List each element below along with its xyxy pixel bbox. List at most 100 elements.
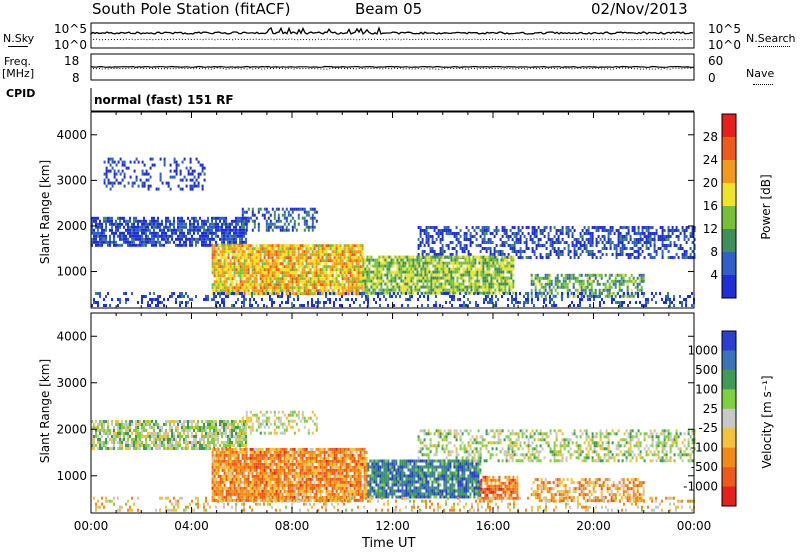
heatmap-cell (631, 274, 633, 277)
heatmap-cell (234, 277, 236, 280)
heatmap-cell (416, 265, 418, 268)
heatmap-cell (219, 220, 221, 223)
heatmap-cell (591, 280, 593, 283)
heatmap-cell (133, 229, 135, 232)
heatmap-cell (577, 304, 579, 307)
heatmap-cell (569, 277, 571, 280)
heatmap-cell (212, 268, 214, 271)
heatmap-cell (662, 256, 664, 259)
heatmap-cell (193, 229, 195, 232)
heatmap-cell (145, 420, 147, 423)
heatmap-cell (163, 432, 165, 435)
heatmap-cell (344, 274, 346, 277)
heatmap-cell (227, 235, 229, 238)
heatmap-cell (486, 232, 488, 235)
heatmap-cell (97, 232, 99, 235)
heatmap-cell (111, 423, 113, 426)
heatmap-cell (314, 262, 316, 265)
heatmap-cell (579, 292, 581, 295)
heatmap-cell (191, 435, 193, 438)
heatmap-cell (264, 259, 266, 262)
heatmap-cell (104, 179, 106, 182)
heatmap-cell (278, 286, 280, 289)
heatmap-cell (145, 223, 147, 226)
heatmap-cell (627, 289, 629, 292)
heatmap-cell (494, 253, 496, 256)
heatmap-cell (426, 253, 428, 256)
heatmap-cell (256, 244, 258, 247)
heatmap-cell (430, 283, 432, 286)
heatmap-cell (422, 229, 424, 232)
heatmap-cell (352, 253, 354, 256)
heatmap-cell (466, 226, 468, 229)
heatmap-cell (486, 286, 488, 289)
heatmap-cell (586, 250, 588, 253)
heatmap-cell (460, 247, 462, 250)
heatmap-cell (317, 292, 319, 295)
heatmap-cell (101, 238, 103, 241)
heatmap-cell (464, 268, 466, 271)
heatmap-cell (572, 232, 574, 235)
heatmap-cell (496, 277, 498, 280)
heatmap-cell (390, 259, 392, 262)
heatmap-cell (378, 256, 380, 259)
heatmap-cell (184, 158, 186, 161)
heatmap-cell (225, 420, 227, 423)
heatmap-cell (176, 170, 178, 173)
heatmap-cell (348, 280, 350, 283)
heatmap-cell (240, 271, 242, 274)
heatmap-cell (145, 235, 147, 238)
heatmap-cell (541, 295, 543, 298)
heatmap-cell (218, 280, 220, 283)
heatmap-cell (542, 229, 544, 232)
heatmap-cell (199, 444, 201, 447)
heatmap-cell (243, 423, 245, 426)
heatmap-cell (119, 426, 121, 429)
heatmap-cell (147, 223, 149, 226)
heatmap-cell (446, 256, 448, 259)
heatmap-cell (99, 295, 101, 298)
heatmap-cell (101, 441, 103, 444)
heatmap-cell (304, 283, 306, 286)
heatmap-cell (235, 429, 237, 432)
heatmap-cell (589, 298, 591, 301)
heatmap-cell (640, 232, 642, 235)
heatmap-cell (205, 238, 207, 241)
heatmap-cell (216, 274, 218, 277)
heatmap-cell (504, 229, 506, 232)
heatmap-cell (225, 235, 227, 238)
heatmap-cell (488, 289, 490, 292)
heatmap-cell (187, 441, 189, 444)
heatmap-cell (125, 429, 127, 432)
heatmap-cell (372, 271, 374, 274)
heatmap-cell (113, 232, 115, 235)
heatmap-cell (684, 229, 686, 232)
heatmap-cell (163, 444, 165, 447)
heatmap-cell (580, 253, 582, 256)
heatmap-cell (296, 277, 298, 280)
heatmap-cell (121, 429, 123, 432)
heatmap-cell (167, 238, 169, 241)
heatmap-cell (241, 435, 243, 438)
heatmap-cell (212, 283, 214, 286)
heatmap-cell (592, 232, 594, 235)
heatmap-cell (323, 301, 325, 304)
heatmap-cell (170, 176, 172, 179)
heatmap-cell (105, 241, 107, 244)
heatmap-cell (386, 292, 388, 295)
heatmap-cell (577, 277, 579, 280)
heatmap-cell (212, 247, 214, 250)
heatmap-cell (454, 292, 456, 295)
heatmap-cell (260, 253, 262, 256)
heatmap-cell (157, 235, 159, 238)
heatmap-cell (468, 292, 470, 295)
heatmap-cell (350, 286, 352, 289)
heatmap-cell (141, 432, 143, 435)
heatmap-cell (191, 423, 193, 426)
heatmap-cell (270, 253, 272, 256)
heatmap-cell (127, 423, 129, 426)
heatmap-cell (398, 283, 400, 286)
heatmap-cell (633, 277, 635, 280)
heatmap-cell (203, 241, 205, 244)
heatmap-cell (662, 244, 664, 247)
